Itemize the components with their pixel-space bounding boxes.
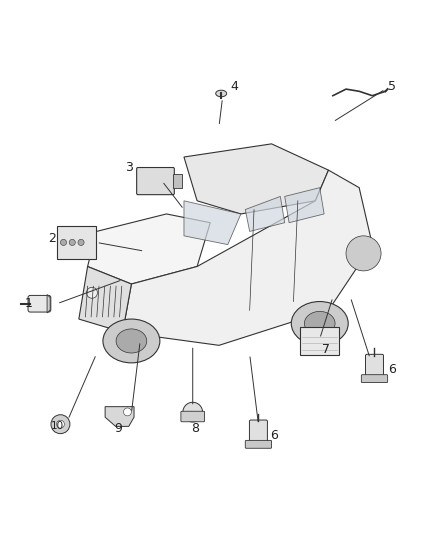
FancyBboxPatch shape — [28, 295, 51, 312]
FancyBboxPatch shape — [245, 440, 272, 448]
Text: 6: 6 — [388, 363, 396, 376]
Polygon shape — [285, 188, 324, 223]
Ellipse shape — [304, 311, 335, 335]
FancyBboxPatch shape — [250, 420, 267, 444]
Circle shape — [60, 239, 67, 246]
Polygon shape — [184, 201, 241, 245]
Text: 9: 9 — [114, 422, 122, 435]
Circle shape — [57, 420, 64, 428]
Circle shape — [78, 239, 84, 246]
Circle shape — [183, 402, 202, 422]
Ellipse shape — [103, 319, 160, 363]
Text: 3: 3 — [125, 161, 133, 174]
Text: 4: 4 — [230, 80, 238, 93]
FancyBboxPatch shape — [300, 327, 339, 355]
Text: 8: 8 — [191, 422, 199, 435]
FancyBboxPatch shape — [57, 226, 96, 259]
Polygon shape — [184, 144, 328, 214]
Polygon shape — [123, 170, 372, 345]
Polygon shape — [88, 214, 210, 284]
FancyBboxPatch shape — [181, 411, 205, 422]
Polygon shape — [47, 295, 50, 313]
FancyBboxPatch shape — [173, 174, 182, 188]
Circle shape — [51, 415, 70, 434]
Ellipse shape — [116, 329, 147, 353]
Circle shape — [69, 239, 75, 246]
Ellipse shape — [215, 90, 227, 97]
Polygon shape — [79, 266, 131, 332]
FancyBboxPatch shape — [365, 354, 384, 378]
Text: 5: 5 — [388, 80, 396, 93]
Ellipse shape — [291, 302, 348, 345]
FancyBboxPatch shape — [361, 375, 388, 383]
Ellipse shape — [346, 236, 381, 271]
FancyBboxPatch shape — [137, 167, 174, 195]
Text: 10: 10 — [50, 422, 64, 431]
Polygon shape — [245, 197, 285, 231]
Ellipse shape — [86, 287, 97, 298]
Circle shape — [124, 408, 131, 416]
Text: 1: 1 — [25, 297, 32, 310]
Text: 2: 2 — [49, 231, 57, 245]
Text: 6: 6 — [270, 429, 278, 442]
Text: 7: 7 — [322, 343, 330, 356]
Polygon shape — [105, 407, 134, 426]
